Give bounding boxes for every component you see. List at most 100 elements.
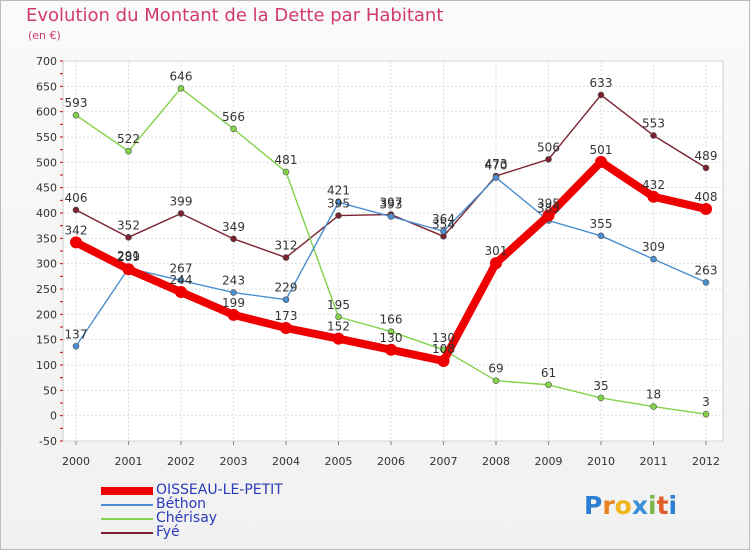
data-label: 263 (695, 263, 718, 277)
y-tick-label: -50 (39, 435, 57, 448)
y-tick-label: 500 (36, 156, 57, 169)
x-tick-label: 2011 (640, 455, 668, 468)
data-label: 489 (695, 149, 718, 163)
data-label: 408 (695, 190, 718, 204)
data-label: 291 (117, 249, 140, 263)
data-label: 35 (593, 379, 608, 393)
data-point (72, 111, 80, 119)
y-tick-label: 300 (36, 258, 57, 271)
data-label: 364 (432, 212, 455, 226)
data-label: 3 (702, 395, 710, 409)
data-point (597, 91, 605, 99)
data-label: 349 (222, 220, 245, 234)
y-tick-label: 250 (36, 283, 57, 296)
data-label: 399 (170, 195, 193, 209)
data-point (597, 394, 605, 402)
data-label: 244 (170, 273, 193, 287)
data-label: 393 (380, 198, 403, 212)
data-label: 130 (432, 331, 455, 345)
x-tick-label: 2007 (430, 455, 458, 468)
data-point (230, 289, 237, 296)
y-tick-label: 550 (36, 131, 57, 144)
data-point (650, 132, 657, 139)
data-label: 137 (65, 327, 88, 341)
data-label: 173 (275, 309, 298, 323)
data-point (72, 206, 80, 214)
y-tick-label: 650 (36, 80, 57, 93)
proxiti-logo: Proxiti (584, 491, 677, 520)
data-label: 633 (590, 76, 613, 90)
data-label: 108 (432, 342, 455, 356)
y-tick-label: 350 (36, 232, 57, 245)
data-point (385, 343, 397, 356)
data-label: 395 (327, 197, 350, 211)
legend-label: Fyé (156, 524, 180, 540)
data-label: 61 (541, 366, 556, 380)
data-label: 309 (642, 240, 665, 254)
logo-letter: P (584, 491, 603, 520)
data-point (177, 210, 185, 217)
data-label: 432 (642, 178, 665, 192)
y-tick-label: 700 (36, 55, 57, 68)
data-point (280, 322, 292, 335)
data-point (125, 147, 132, 155)
data-label: 312 (275, 239, 298, 253)
y-tick-label: 600 (36, 106, 57, 119)
x-tick-label: 2009 (535, 455, 563, 468)
data-label: 152 (327, 320, 350, 334)
data-label: 421 (327, 183, 350, 197)
logo-letter: i (648, 491, 657, 520)
data-point (647, 190, 660, 203)
data-label: 406 (65, 191, 88, 205)
data-label: 354 (432, 217, 455, 231)
data-point (545, 155, 552, 163)
data-point (387, 328, 395, 335)
legend-label: Béthon (156, 496, 207, 512)
x-tick-label: 2001 (115, 455, 143, 468)
y-tick-label: 150 (36, 334, 57, 347)
data-point (227, 308, 240, 321)
data-label: 385 (537, 202, 560, 216)
data-point (335, 212, 342, 219)
chart-title: Evolution du Montant de la Dette par Hab… (26, 5, 444, 26)
data-label: 301 (485, 244, 508, 258)
data-point (490, 257, 502, 270)
data-point (282, 254, 290, 261)
data-point (335, 313, 342, 321)
data-label: 395 (537, 197, 560, 211)
data-label: 267 (170, 261, 193, 275)
data-label: 473 (485, 157, 508, 171)
legend-swatch (101, 532, 153, 534)
logo-letter: o (614, 491, 632, 520)
data-point (72, 342, 80, 350)
data-point (597, 232, 605, 240)
data-point (545, 381, 552, 389)
plot-area (62, 60, 724, 442)
data-point (177, 85, 185, 92)
x-tick-label: 2006 (377, 455, 405, 468)
data-point (125, 234, 132, 241)
data-label: 229 (275, 281, 298, 295)
data-point (230, 235, 237, 243)
x-tick-label: 2000 (62, 455, 90, 468)
data-label: 289 (117, 250, 140, 264)
logo-letter: x (631, 491, 648, 520)
data-label: 646 (170, 69, 193, 83)
x-tick-label: 2012 (692, 455, 720, 468)
data-point (542, 209, 555, 222)
data-point (702, 410, 710, 418)
data-label: 566 (222, 110, 245, 124)
data-point (175, 286, 187, 299)
data-label: 553 (642, 116, 665, 130)
data-point (332, 332, 345, 345)
data-label: 355 (590, 217, 613, 231)
data-point (440, 227, 447, 235)
data-point (595, 155, 607, 168)
legend-swatch (101, 487, 153, 495)
y-tick-label: 0 (50, 410, 57, 423)
data-point (70, 236, 82, 249)
data-label: 506 (537, 140, 560, 154)
data-point (282, 168, 290, 176)
